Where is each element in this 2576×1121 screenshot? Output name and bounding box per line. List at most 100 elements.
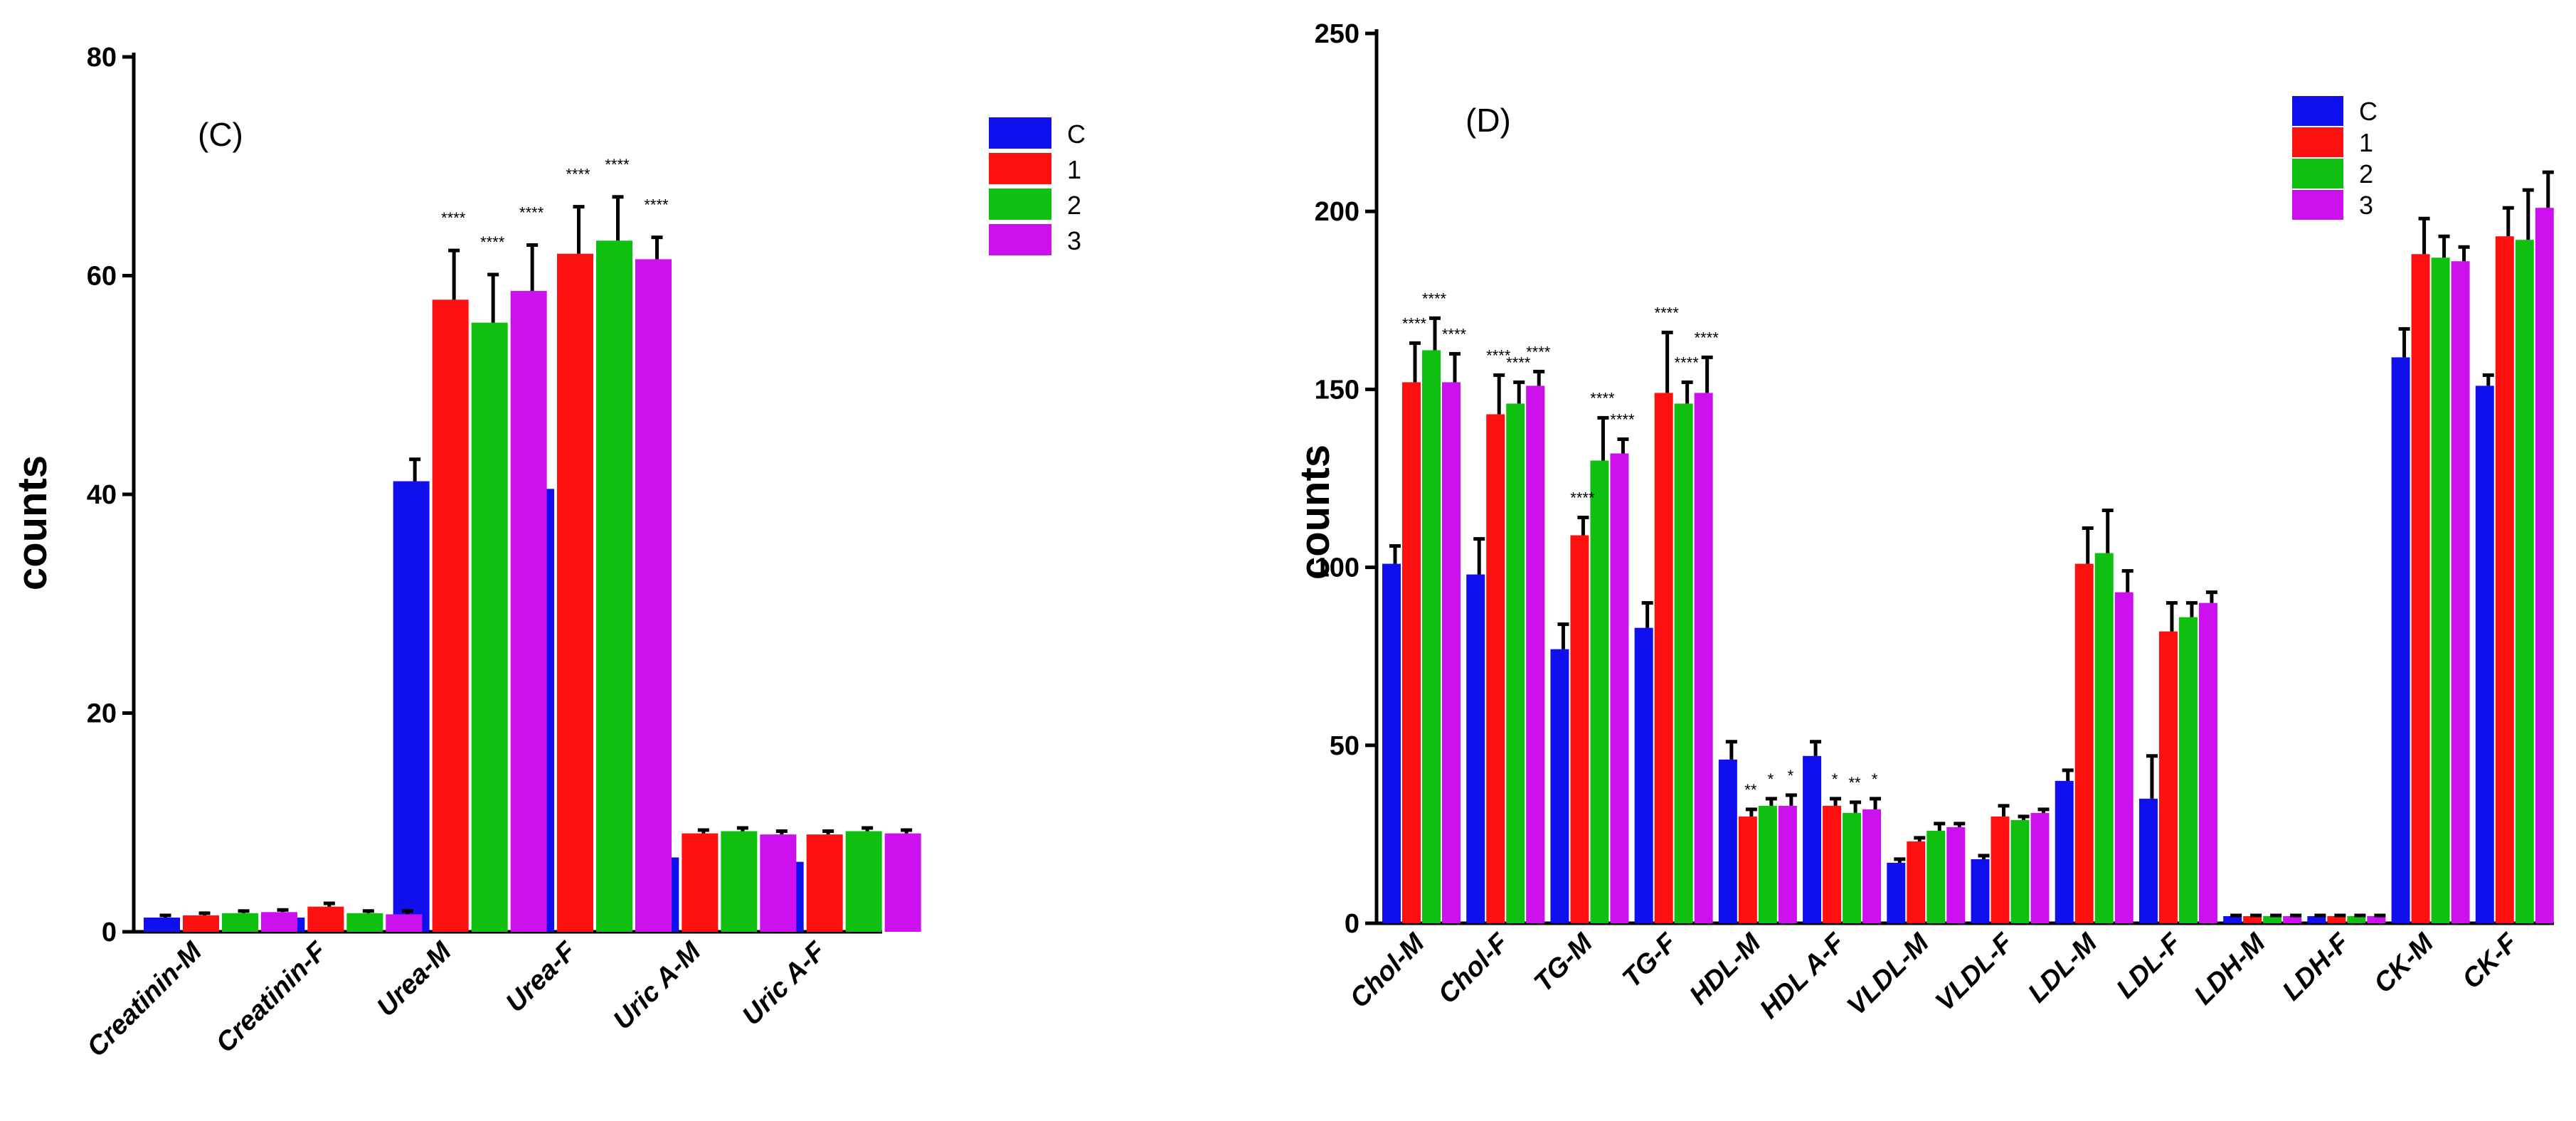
significance-label: **** xyxy=(1422,289,1447,307)
bar-creatinin-m-series-3 xyxy=(261,912,297,932)
panel-d-label: (D) xyxy=(1465,102,1511,139)
bar-uric-a-m-series-3 xyxy=(760,834,797,932)
bar-ck-f-series-3 xyxy=(2535,208,2554,923)
legend-label-2: 2 xyxy=(2359,159,2373,188)
legend-swatch-c xyxy=(989,117,1051,149)
panel-d-y-tick-label: 50 xyxy=(1330,731,1359,761)
bar-hdl-a-f-series-1 xyxy=(1823,805,1842,923)
bar-ldh-f-series-2 xyxy=(2347,915,2366,923)
significance-label: **** xyxy=(644,196,669,214)
panel-c-y-tick-label: 0 xyxy=(102,918,117,947)
bar-urea-m-series-1 xyxy=(432,299,469,932)
bar-creatinin-f-series-2 xyxy=(346,913,383,932)
panel-c-y-axis-label: counts xyxy=(9,455,55,590)
bar-chol-m-series-c xyxy=(1382,563,1401,923)
significance-label: **** xyxy=(1526,343,1551,361)
significance-label: **** xyxy=(1695,329,1719,346)
legend-label-c: C xyxy=(2359,97,2378,126)
panel-d-y-tick-label: 250 xyxy=(1315,19,1359,49)
bar-urea-f-series-3 xyxy=(635,259,672,932)
bar-tg-f-series-3 xyxy=(1694,393,1713,923)
panel-d-x-category-label: LDL-F xyxy=(2111,927,2188,1004)
significance-label: * xyxy=(1768,770,1774,788)
panel-d-x-category-label: HDL A-F xyxy=(1754,927,1852,1024)
bar-uric-a-m-series-2 xyxy=(721,831,758,932)
bar-ldl-f-series-1 xyxy=(2158,631,2178,923)
bar-hdl-a-f-series-3 xyxy=(1862,809,1882,923)
panel-c-label: (C) xyxy=(198,116,243,153)
significance-label: **** xyxy=(605,156,630,174)
bar-tg-m-series-3 xyxy=(1610,453,1629,923)
bar-ck-f-series-2 xyxy=(2515,240,2534,923)
bar-vldl-f-series-1 xyxy=(1991,816,2010,923)
bar-ldh-m-series-3 xyxy=(2283,915,2302,923)
panel-c-y-tick-label: 40 xyxy=(87,480,117,510)
significance-label: **** xyxy=(480,233,505,251)
bar-uric-a-f-series-2 xyxy=(845,831,882,932)
bar-ck-m-series-1 xyxy=(2411,254,2430,923)
panel-d-x-category-label: LDL-M xyxy=(2023,928,2104,1009)
bar-hdl-m-series-1 xyxy=(1738,816,1757,923)
significance-label: **** xyxy=(1590,389,1615,407)
panel-d-x-category-label: LDH-F xyxy=(2277,927,2357,1006)
legend-label-3: 3 xyxy=(2359,191,2373,220)
panel-d-x-category-label: TG-F xyxy=(1617,927,1684,994)
significance-label: * xyxy=(1872,770,1878,788)
panel-d-y-axis-label: counts xyxy=(1292,445,1338,580)
bar-vldl-m-series-3 xyxy=(1946,827,1966,923)
legend-swatch-c xyxy=(2292,96,2343,126)
bar-tg-m-series-1 xyxy=(1570,535,1589,923)
bar-hdl-m-series-c xyxy=(1718,759,1737,923)
bar-chol-f-series-c xyxy=(1466,574,1485,923)
bar-ck-f-series-c xyxy=(2475,386,2494,923)
bar-creatinin-m-series-2 xyxy=(222,913,258,932)
significance-label: **** xyxy=(1655,304,1680,322)
bar-urea-f-series-2 xyxy=(596,240,632,932)
bar-ldl-m-series-1 xyxy=(2074,563,2094,923)
panel-d-y-tick-label: 100 xyxy=(1315,553,1359,583)
bar-ldh-f-series-1 xyxy=(2327,915,2346,923)
bar-uric-a-m-series-1 xyxy=(682,833,719,932)
bar-ldl-f-series-2 xyxy=(2178,617,2198,923)
panel-d-y-tick-label: 200 xyxy=(1315,197,1359,227)
significance-label: ** xyxy=(1744,781,1757,799)
bar-creatinin-m-series-c xyxy=(144,918,180,932)
bar-tg-m-series-c xyxy=(1550,649,1569,923)
panel-d-y-tick-label: 0 xyxy=(1345,909,1359,939)
bar-ldh-f-series-3 xyxy=(2367,915,2386,923)
bar-ldh-m-series-1 xyxy=(2243,915,2262,923)
panel-d-x-category-label: VLDL-F xyxy=(1930,927,2020,1016)
bar-tg-m-series-2 xyxy=(1590,460,1609,923)
panel-c-x-category-label: Creatinin-M xyxy=(82,936,208,1063)
panel-c-x-category-label: Urea-M xyxy=(371,936,458,1023)
panel-d-x-category-label: LDH-M xyxy=(2188,928,2272,1011)
significance-label: * xyxy=(1788,767,1794,785)
significance-label: **** xyxy=(566,166,590,184)
bar-chol-f-series-3 xyxy=(1526,386,1545,923)
panel-d-x-category-label: Chol-M xyxy=(1345,928,1431,1014)
bar-vldl-m-series-c xyxy=(1887,862,1906,923)
bar-vldl-f-series-2 xyxy=(2010,819,2030,923)
significance-label: **** xyxy=(1675,354,1700,371)
panel-c-y-tick-label: 60 xyxy=(87,262,117,292)
significance-label: * xyxy=(1832,770,1838,788)
bar-ldl-f-series-c xyxy=(2138,798,2158,923)
bar-ldl-m-series-c xyxy=(2055,780,2074,923)
significance-label: **** xyxy=(441,209,466,227)
bar-tg-f-series-1 xyxy=(1654,393,1673,923)
legend-swatch-3 xyxy=(989,224,1051,255)
legend-swatch-3 xyxy=(2292,190,2343,220)
bar-vldl-f-series-3 xyxy=(2030,812,2050,923)
bar-uric-a-f-series-3 xyxy=(884,833,921,932)
bar-urea-m-series-2 xyxy=(471,322,508,932)
bar-ck-m-series-3 xyxy=(2451,261,2470,924)
panel-d-y-tick-label: 150 xyxy=(1315,375,1359,405)
bar-creatinin-f-series-1 xyxy=(307,906,344,932)
bar-urea-m-series-3 xyxy=(510,291,547,932)
panel-c-x-category-label: Creatinin-F xyxy=(211,935,334,1058)
bar-tg-f-series-2 xyxy=(1674,403,1693,923)
chart-panel-d: (D) counts 050100150200250**************… xyxy=(1292,19,2554,1024)
panel-d-x-category-label: CK-F xyxy=(2456,927,2524,994)
legend-swatch-1 xyxy=(2292,127,2343,157)
